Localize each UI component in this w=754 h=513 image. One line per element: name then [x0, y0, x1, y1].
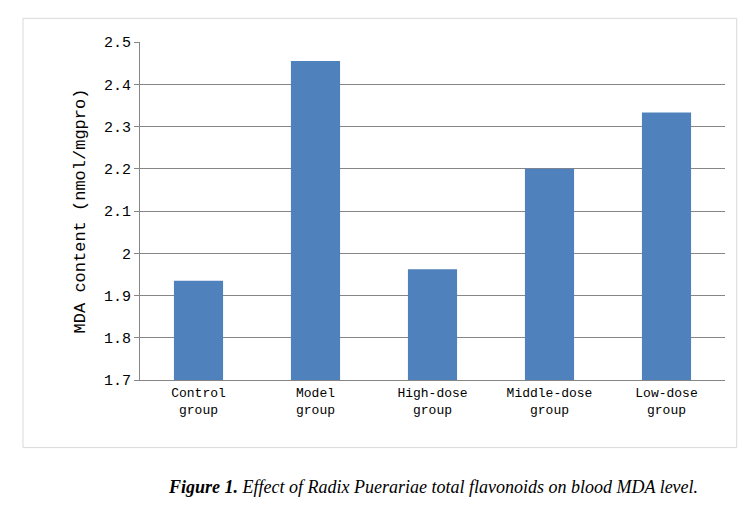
svg-text:High-dosegroup: High-dosegroup [397, 386, 467, 418]
svg-text:Figure 1. Effect of Radix Puer: Figure 1. Effect of Radix Puerariae tota… [168, 477, 698, 497]
svg-text:1.8: 1.8 [104, 331, 131, 348]
svg-text:2.5: 2.5 [104, 35, 131, 52]
svg-text:MDA content (nmol/mgpro): MDA content (nmol/mgpro) [71, 89, 90, 334]
svg-text:2.4: 2.4 [104, 78, 131, 95]
svg-text:1.9: 1.9 [104, 289, 131, 306]
svg-text:Middle-dosegroup: Middle-dosegroup [507, 386, 593, 418]
svg-text:2.3: 2.3 [104, 120, 131, 137]
svg-text:1.7: 1.7 [104, 373, 131, 390]
svg-text:2.1: 2.1 [104, 204, 131, 221]
svg-text:Controlgroup: Controlgroup [171, 386, 226, 418]
svg-text:Modelgroup: Modelgroup [296, 386, 335, 418]
svg-text:Low-dosegroup: Low-dosegroup [635, 386, 697, 418]
svg-text:2.2: 2.2 [104, 162, 131, 179]
svg-text:2: 2 [122, 247, 131, 264]
